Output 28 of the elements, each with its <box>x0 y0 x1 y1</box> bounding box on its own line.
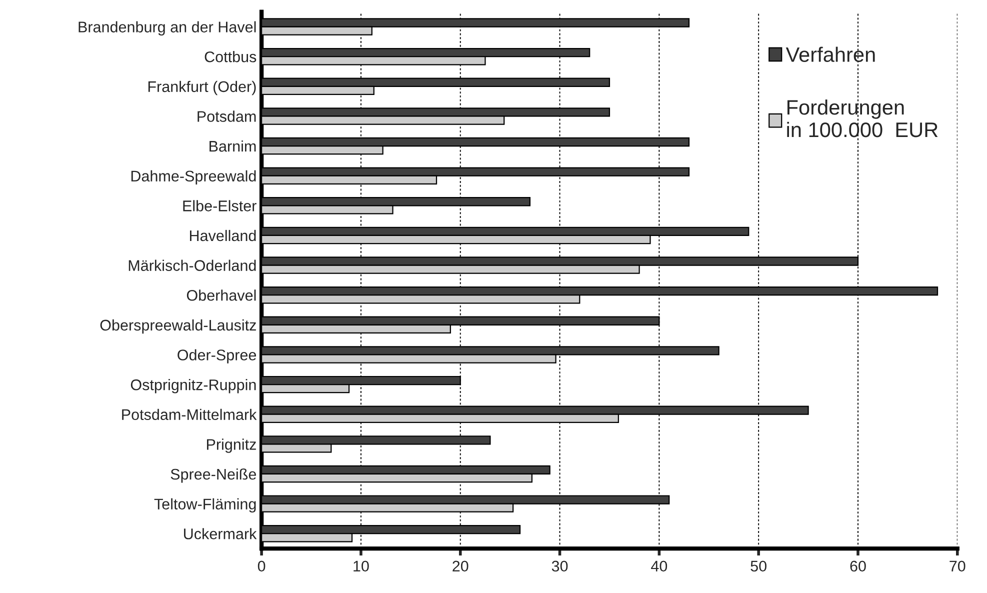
x-tick-label: 60 <box>850 560 866 572</box>
y-tick-label: Teltow-Fläming <box>154 498 256 513</box>
y-tick-label: Oberhavel <box>186 290 256 301</box>
y-tick-label: Ostprignitz-Ruppin <box>130 379 256 394</box>
x-tick-label: 40 <box>651 560 668 572</box>
x-tick-label: 20 <box>452 560 468 572</box>
x-tick-label: 50 <box>750 560 766 572</box>
y-tick-label: Prignitz <box>207 438 256 453</box>
x-tick-label: 70 <box>950 560 966 572</box>
y-tick-label: Oder-Spree <box>178 349 256 364</box>
x-tick-label: 30 <box>552 560 568 572</box>
y-tick-label: Potsdam <box>198 110 256 122</box>
y-tick-label: Potsdam-Mittelmark <box>122 408 257 420</box>
y-tick-label: Spree-Neiße <box>170 468 256 483</box>
y-tick-label: Havelland <box>190 230 256 242</box>
y-tick-label: Dahme-Spreewald <box>131 170 256 185</box>
x-tick-label: 10 <box>354 560 369 572</box>
y-tick-label: Frankfurt (Oder) <box>148 80 256 96</box>
y-tick-label: Barnim <box>210 140 256 152</box>
legend-label: Forderungen in 100.000 EUR <box>787 99 938 138</box>
y-tick-label: Brandenburg an der Havel <box>78 21 256 36</box>
y-tick-label: Uckermark <box>184 528 257 540</box>
y-tick-label: Märkisch-Oderland <box>128 260 256 271</box>
legend-label: Verfahren <box>786 46 875 62</box>
y-tick-label: Elbe-Elster <box>183 200 256 212</box>
y-tick-label: Cottbus <box>204 51 256 62</box>
y-tick-label: Oberspreewald-Lausitz <box>100 319 256 334</box>
x-tick-label: 0 <box>258 560 266 572</box>
